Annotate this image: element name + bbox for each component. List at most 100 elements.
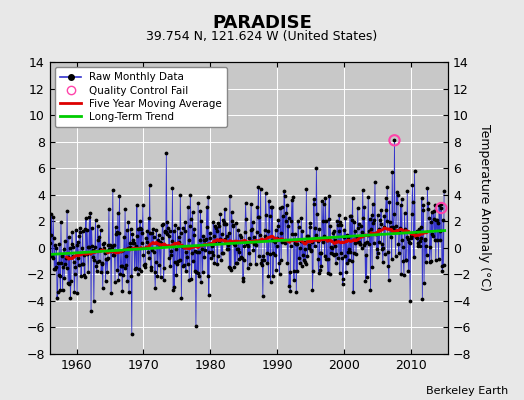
Point xyxy=(231,242,239,248)
Point xyxy=(223,233,231,239)
Point xyxy=(236,234,245,240)
Point xyxy=(106,242,114,248)
Point xyxy=(407,233,415,239)
Point xyxy=(242,200,250,206)
Point xyxy=(137,226,146,232)
Point xyxy=(391,253,400,259)
Point xyxy=(365,241,374,248)
Point xyxy=(179,262,188,268)
Point xyxy=(342,269,350,276)
Point xyxy=(55,241,63,248)
Point xyxy=(364,232,372,238)
Point xyxy=(221,236,230,242)
Point xyxy=(203,273,212,280)
Point xyxy=(173,225,182,232)
Point xyxy=(92,263,100,269)
Point xyxy=(300,238,308,245)
Point xyxy=(397,270,406,277)
Point xyxy=(166,228,174,234)
Point xyxy=(112,224,120,230)
Point xyxy=(304,242,313,248)
Point xyxy=(424,200,433,206)
Point xyxy=(360,204,368,210)
Point xyxy=(146,230,155,237)
Point xyxy=(110,252,118,258)
Point xyxy=(320,201,328,208)
Point xyxy=(137,267,145,274)
Point xyxy=(375,239,384,245)
Point xyxy=(420,280,428,286)
Point xyxy=(158,235,166,242)
Point xyxy=(324,270,332,276)
Point xyxy=(433,237,442,244)
Point xyxy=(285,215,293,221)
Point xyxy=(82,215,90,221)
Point xyxy=(142,235,150,242)
Point xyxy=(234,226,243,233)
Point xyxy=(281,210,290,216)
Text: PARADISE: PARADISE xyxy=(212,14,312,32)
Point xyxy=(62,255,70,262)
Point xyxy=(325,193,333,199)
Point xyxy=(189,258,198,264)
Point xyxy=(151,285,159,292)
Point xyxy=(222,246,231,252)
Point xyxy=(432,217,441,224)
Point xyxy=(84,268,92,275)
Point xyxy=(155,232,163,238)
Point xyxy=(276,270,284,277)
Point xyxy=(338,255,346,262)
Point xyxy=(353,238,361,245)
Point xyxy=(278,238,287,245)
Point xyxy=(237,254,246,261)
Point xyxy=(71,264,80,270)
Point xyxy=(170,258,179,265)
Point xyxy=(60,274,69,281)
Point xyxy=(408,211,416,217)
Point xyxy=(88,225,96,232)
Point xyxy=(78,245,86,251)
Point xyxy=(307,247,315,254)
Point xyxy=(378,258,387,265)
Point xyxy=(257,260,265,266)
Point xyxy=(48,255,57,261)
Point xyxy=(48,253,56,260)
Point xyxy=(384,249,392,256)
Point xyxy=(66,245,74,252)
Point xyxy=(269,272,277,279)
Point xyxy=(280,188,288,194)
Point xyxy=(363,238,372,245)
Point xyxy=(138,230,147,236)
Point xyxy=(263,260,271,266)
Point xyxy=(207,254,215,261)
Point xyxy=(204,292,213,299)
Point xyxy=(128,230,137,237)
Point xyxy=(148,230,156,236)
Point xyxy=(291,231,299,237)
Point xyxy=(438,263,446,270)
Point xyxy=(271,227,280,233)
Point xyxy=(403,188,411,194)
Point xyxy=(60,246,68,252)
Point xyxy=(333,218,341,224)
Point xyxy=(194,272,203,279)
Point xyxy=(265,198,273,205)
Point xyxy=(415,226,423,233)
Point xyxy=(67,278,75,285)
Point xyxy=(260,256,268,263)
Point xyxy=(160,228,169,235)
Point xyxy=(268,204,277,211)
Point xyxy=(214,220,222,226)
Point xyxy=(274,217,282,223)
Point xyxy=(346,249,355,255)
Point xyxy=(91,244,99,250)
Point xyxy=(390,137,399,144)
Point xyxy=(322,218,330,224)
Point xyxy=(210,233,218,239)
Point xyxy=(174,258,182,264)
Point xyxy=(341,215,350,221)
Point xyxy=(110,242,118,248)
Point xyxy=(98,261,106,267)
Point xyxy=(302,260,310,267)
Point xyxy=(314,256,322,262)
